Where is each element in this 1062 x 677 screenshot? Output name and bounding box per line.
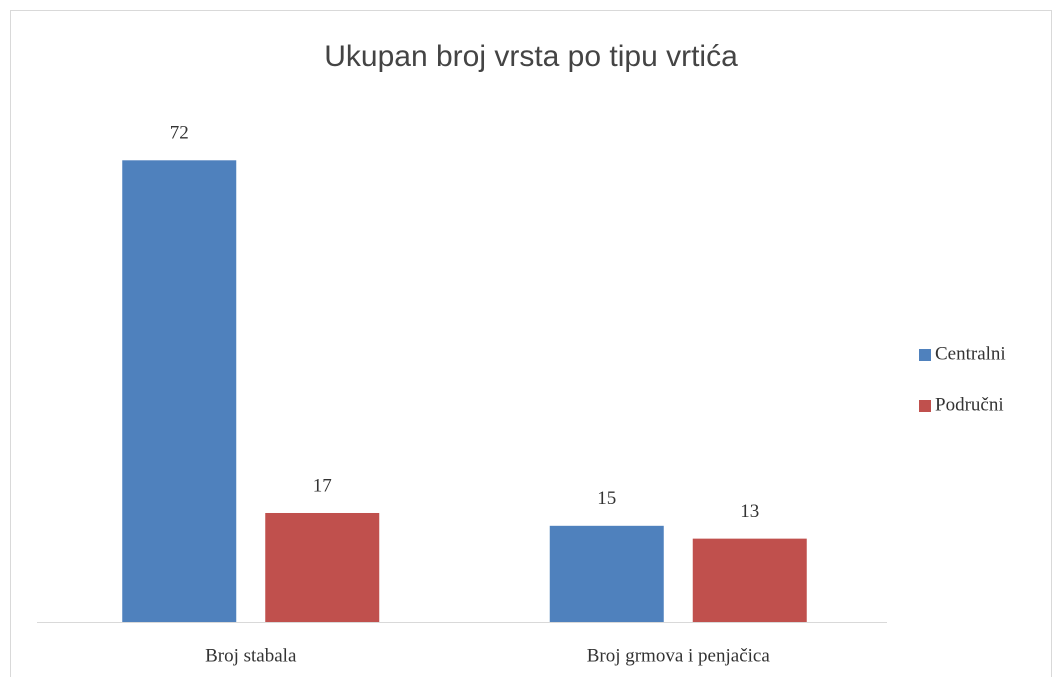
bar	[122, 160, 237, 623]
bar	[549, 525, 664, 622]
legend-swatch	[919, 400, 931, 412]
legend-swatch	[919, 349, 931, 361]
bar	[265, 512, 380, 622]
data-label: 13	[740, 501, 759, 522]
chart-title: Ukupan broj vrsta po tipu vrtića	[324, 40, 738, 73]
data-label: 17	[313, 475, 332, 496]
data-label: 72	[170, 123, 189, 144]
bar	[692, 538, 807, 622]
x-tick-label: Broj grmova i penjačica	[587, 645, 771, 666]
x-tick-label: Broj stabala	[205, 645, 297, 666]
legend-label: Područni	[935, 394, 1004, 415]
data-label: 15	[597, 488, 616, 509]
legend-label: Centralni	[935, 343, 1006, 364]
